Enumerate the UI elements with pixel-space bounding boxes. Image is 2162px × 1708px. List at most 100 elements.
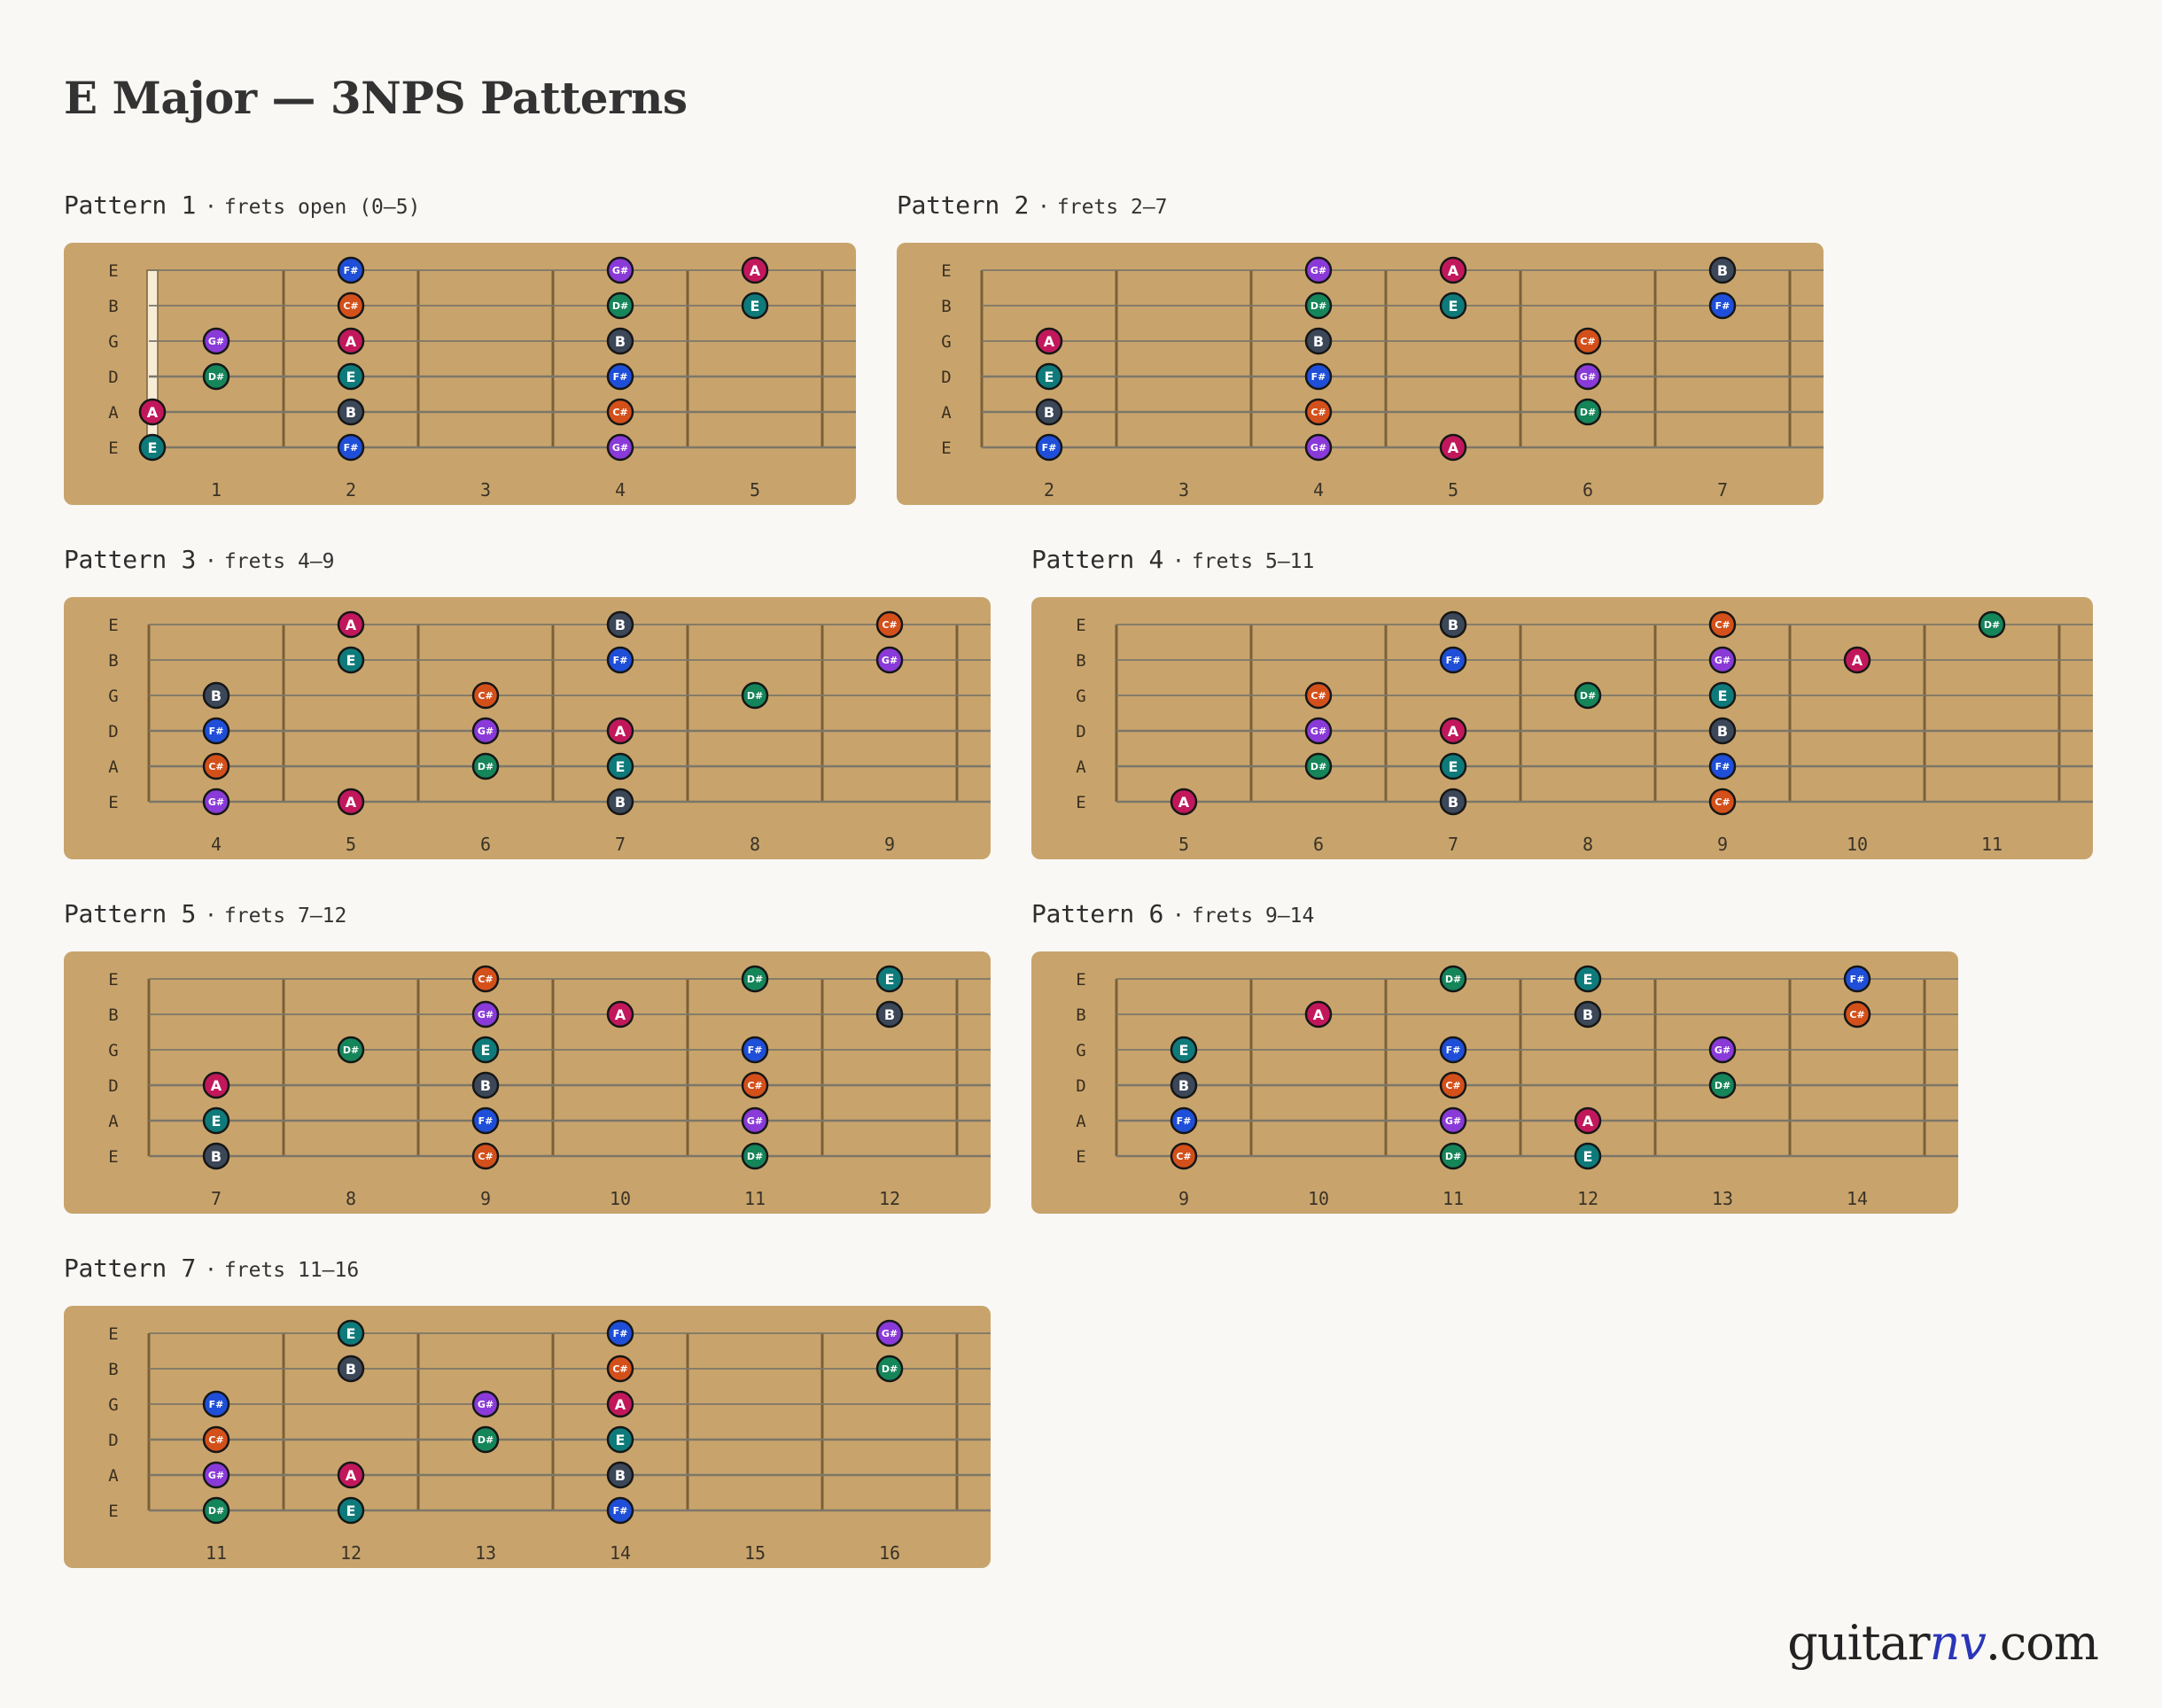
note-marker[interactable]: F# bbox=[337, 256, 365, 284]
note-marker[interactable]: E bbox=[471, 1036, 500, 1064]
note-marker[interactable]: G# bbox=[875, 646, 904, 674]
note-marker[interactable]: E bbox=[337, 362, 365, 391]
note-marker[interactable]: A bbox=[337, 610, 365, 639]
note-marker[interactable]: D# bbox=[1304, 752, 1333, 780]
note-marker[interactable]: A bbox=[1439, 433, 1467, 462]
note-marker[interactable]: F# bbox=[741, 1036, 769, 1064]
note-marker[interactable]: B bbox=[875, 1000, 904, 1029]
note-marker[interactable]: D# bbox=[1439, 1142, 1467, 1170]
note-marker[interactable]: A bbox=[1439, 256, 1467, 284]
note-marker[interactable]: F# bbox=[1035, 433, 1063, 462]
note-marker[interactable]: D# bbox=[471, 1425, 500, 1454]
note-marker[interactable]: E bbox=[337, 646, 365, 674]
note-marker[interactable]: C# bbox=[202, 1425, 230, 1454]
note-marker[interactable]: C# bbox=[1843, 1000, 1871, 1029]
note-marker[interactable]: D# bbox=[606, 291, 634, 320]
note-marker[interactable]: E bbox=[1170, 1036, 1198, 1064]
note-marker[interactable]: F# bbox=[606, 1496, 634, 1525]
note-marker[interactable]: B bbox=[202, 681, 230, 710]
note-marker[interactable]: C# bbox=[606, 398, 634, 426]
note-marker[interactable]: F# bbox=[1708, 291, 1737, 320]
note-marker[interactable]: G# bbox=[202, 788, 230, 816]
note-marker[interactable]: D# bbox=[741, 965, 769, 993]
note-marker[interactable]: F# bbox=[606, 1319, 634, 1347]
note-marker[interactable]: A bbox=[606, 717, 634, 745]
note-marker[interactable]: C# bbox=[1708, 610, 1737, 639]
brand-logo[interactable]: guitarnv.com bbox=[1787, 1619, 2099, 1667]
note-marker[interactable]: C# bbox=[471, 1142, 500, 1170]
note-marker[interactable]: F# bbox=[606, 362, 634, 391]
note-marker[interactable]: C# bbox=[1574, 327, 1602, 355]
note-marker[interactable]: B bbox=[202, 1142, 230, 1170]
note-marker[interactable]: B bbox=[337, 398, 365, 426]
note-marker[interactable]: G# bbox=[741, 1106, 769, 1135]
note-marker[interactable]: G# bbox=[1304, 256, 1333, 284]
note-marker[interactable]: G# bbox=[606, 433, 634, 462]
note-marker[interactable]: B bbox=[1708, 717, 1737, 745]
note-marker[interactable]: A bbox=[1035, 327, 1063, 355]
note-marker[interactable]: C# bbox=[471, 681, 500, 710]
note-marker[interactable]: C# bbox=[1304, 398, 1333, 426]
note-marker[interactable]: G# bbox=[1708, 646, 1737, 674]
note-marker[interactable]: D# bbox=[337, 1036, 365, 1064]
note-marker[interactable]: F# bbox=[202, 1390, 230, 1418]
note-marker[interactable]: F# bbox=[1439, 646, 1467, 674]
note-marker[interactable]: D# bbox=[741, 1142, 769, 1170]
note-marker[interactable]: G# bbox=[202, 327, 230, 355]
note-marker[interactable]: B bbox=[1035, 398, 1063, 426]
note-marker[interactable]: C# bbox=[471, 965, 500, 993]
note-marker[interactable]: E bbox=[1439, 752, 1467, 780]
note-marker[interactable]: G# bbox=[471, 1390, 500, 1418]
note-marker[interactable]: A bbox=[337, 788, 365, 816]
note-marker[interactable]: G# bbox=[875, 1319, 904, 1347]
note-marker[interactable]: B bbox=[606, 327, 634, 355]
note-marker[interactable]: A bbox=[202, 1071, 230, 1099]
note-marker[interactable]: B bbox=[606, 788, 634, 816]
note-marker[interactable]: D# bbox=[875, 1355, 904, 1383]
note-marker[interactable]: C# bbox=[741, 1071, 769, 1099]
note-marker[interactable]: F# bbox=[606, 646, 634, 674]
note-marker[interactable]: E bbox=[1035, 362, 1063, 391]
note-marker[interactable]: D# bbox=[1574, 681, 1602, 710]
note-marker[interactable]: D# bbox=[741, 681, 769, 710]
note-marker[interactable]: A bbox=[337, 1461, 365, 1489]
note-marker[interactable]: E bbox=[875, 965, 904, 993]
note-marker[interactable]: C# bbox=[1170, 1142, 1198, 1170]
note-marker[interactable]: B bbox=[1708, 256, 1737, 284]
note-marker[interactable]: G# bbox=[471, 1000, 500, 1029]
note-marker[interactable]: C# bbox=[337, 291, 365, 320]
note-marker[interactable]: E bbox=[1574, 1142, 1602, 1170]
note-marker[interactable]: B bbox=[1574, 1000, 1602, 1029]
note-marker[interactable]: F# bbox=[1708, 752, 1737, 780]
note-marker[interactable]: A bbox=[337, 327, 365, 355]
note-marker[interactable]: G# bbox=[1708, 1036, 1737, 1064]
note-marker[interactable]: E bbox=[1439, 291, 1467, 320]
note-marker[interactable]: A bbox=[1304, 1000, 1333, 1029]
note-marker[interactable]: C# bbox=[875, 610, 904, 639]
note-marker[interactable]: G# bbox=[1439, 1106, 1467, 1135]
note-marker[interactable]: A bbox=[606, 1390, 634, 1418]
note-marker[interactable]: B bbox=[1439, 788, 1467, 816]
note-marker[interactable]: D# bbox=[202, 362, 230, 391]
note-marker[interactable]: C# bbox=[1708, 788, 1737, 816]
note-marker[interactable]: D# bbox=[1304, 291, 1333, 320]
note-marker[interactable]: G# bbox=[1304, 433, 1333, 462]
note-marker[interactable]: A bbox=[606, 1000, 634, 1029]
note-marker[interactable]: F# bbox=[471, 1106, 500, 1135]
note-marker[interactable]: D# bbox=[202, 1496, 230, 1525]
note-marker[interactable]: A bbox=[741, 256, 769, 284]
note-marker[interactable]: F# bbox=[1304, 362, 1333, 391]
note-marker[interactable]: D# bbox=[1439, 965, 1467, 993]
note-marker[interactable]: D# bbox=[1978, 610, 2006, 639]
note-marker[interactable]: A bbox=[138, 398, 167, 426]
note-marker[interactable]: E bbox=[1574, 965, 1602, 993]
note-marker[interactable]: E bbox=[202, 1106, 230, 1135]
note-marker[interactable]: G# bbox=[1304, 717, 1333, 745]
note-marker[interactable]: B bbox=[1170, 1071, 1198, 1099]
note-marker[interactable]: C# bbox=[202, 752, 230, 780]
note-marker[interactable]: B bbox=[471, 1071, 500, 1099]
note-marker[interactable]: F# bbox=[202, 717, 230, 745]
note-marker[interactable]: B bbox=[606, 1461, 634, 1489]
note-marker[interactable]: A bbox=[1574, 1106, 1602, 1135]
note-marker[interactable]: A bbox=[1439, 717, 1467, 745]
